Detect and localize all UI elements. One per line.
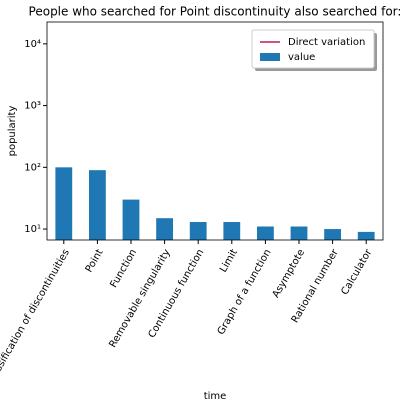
bar — [357, 231, 375, 240]
y-tick-label: 10¹ — [24, 224, 41, 235]
bar — [55, 167, 73, 240]
x-axis-label: time — [204, 391, 227, 402]
y-tick-label: 10² — [24, 162, 41, 173]
bar — [257, 226, 274, 240]
y-tick-label: 10³ — [24, 101, 41, 112]
bar — [290, 226, 308, 240]
legend-label: Direct variation — [288, 37, 365, 48]
bar — [122, 199, 140, 240]
y-tick-label: 10⁴ — [24, 39, 41, 50]
bar — [89, 170, 106, 240]
legend-label: value — [288, 52, 315, 63]
bar — [189, 222, 207, 240]
plot-frame — [46, 21, 384, 241]
legend-box — [251, 29, 375, 69]
bar — [156, 218, 173, 240]
chart-title: People who searched for Point discontinu… — [29, 5, 402, 19]
y-axis-label: popularity — [7, 106, 18, 157]
bar — [223, 222, 241, 240]
bar — [324, 229, 341, 240]
legend-patch — [260, 53, 280, 61]
